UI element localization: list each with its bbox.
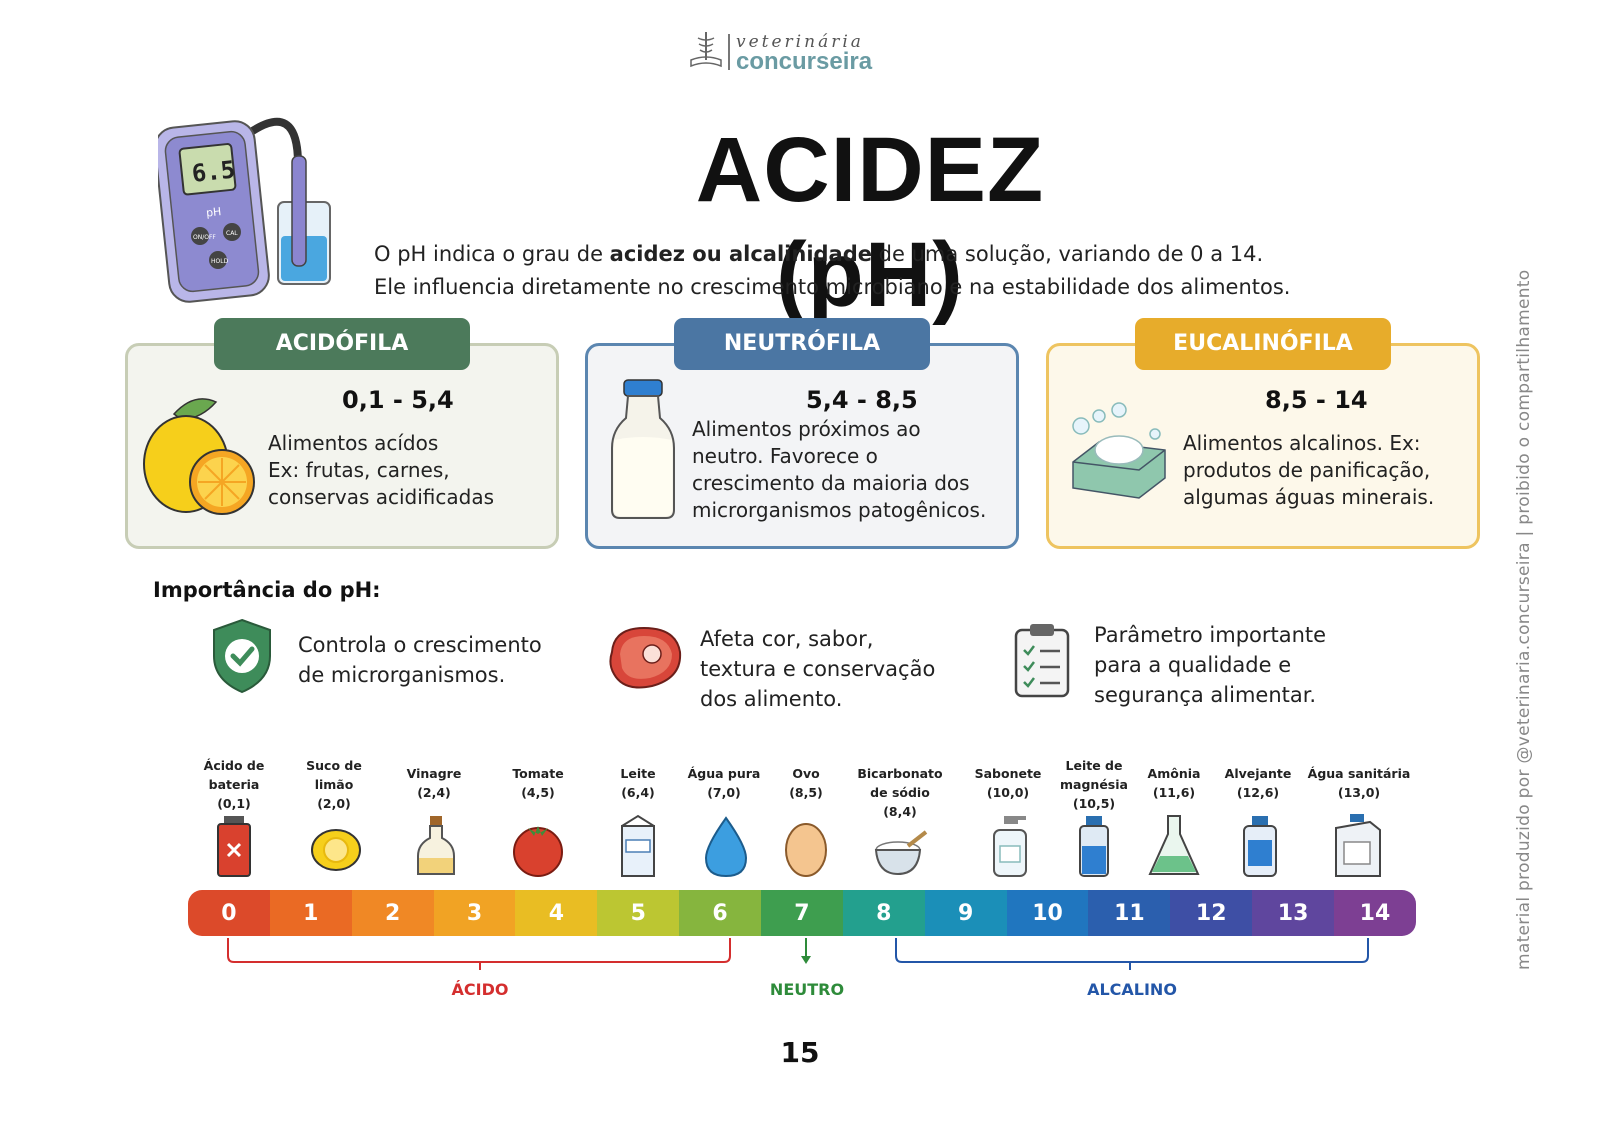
sanitary-water-jug-icon <box>1335 814 1381 877</box>
card-eucalinofila: EUCALINÓFILA 8,5 - 14 Alimentos alcalino… <box>1046 318 1480 549</box>
card-neutrofila: NEUTRÓFILA 5,4 - 8,5 Alimentos próximos … <box>585 318 1019 549</box>
intro-line1a: O pH indica o grau de <box>374 242 610 266</box>
ph-scale-bar: 0 1 2 3 4 5 6 7 8 9 10 11 12 13 14 <box>188 890 1416 936</box>
scale-item-tomato: Tomate (4,5) <box>512 766 564 800</box>
battery-icon <box>217 816 251 877</box>
neutral-label: NEUTRO <box>769 980 845 999</box>
card-description: Alimentos acídos Ex: frutas, carnes, con… <box>268 431 495 509</box>
ph-segment-5: 5 <box>597 890 680 936</box>
scale-item-milk-of-magnesia: Leite de magnésia (10,5) <box>1060 758 1128 811</box>
page-title: ACIDEZ (pH) <box>695 119 1045 326</box>
svg-text:CAL: CAL <box>226 230 238 237</box>
ph-segment-11: 11 <box>1088 890 1171 936</box>
ph-segment-8: 8 <box>842 890 925 936</box>
vinegar-bottle-icon <box>417 816 455 875</box>
card-description: Alimentos alcalinos. Ex: produtos de pan… <box>1183 431 1435 509</box>
brand-logo: veterinária concurseira <box>688 26 918 76</box>
meter-display: 6.5 <box>190 155 236 187</box>
importance-item-1: Controla o crescimento de microrganismos… <box>298 633 542 687</box>
importance-title: Importância do pH: <box>153 578 381 602</box>
water-drop-icon <box>704 816 748 878</box>
card-tag: ACIDÓFILA <box>214 318 470 370</box>
ph-segment-4: 4 <box>515 890 598 936</box>
baking-soda-bowl-icon <box>874 830 928 876</box>
card-range: 5,4 - 8,5 <box>806 386 918 414</box>
ph-segment-1: 1 <box>269 890 352 936</box>
scale-item-baking-soda: Bicarbonato de sódio (8,4) <box>857 766 943 819</box>
scale-item-soap: Sabonete (10,0) <box>974 766 1042 800</box>
logo-line1: veterinária <box>736 32 864 52</box>
importance-item-3: Parâmetro importante para a qualidade e … <box>1094 623 1327 707</box>
logo-line2: concurseira <box>736 48 873 75</box>
svg-text:ON/OFF: ON/OFF <box>193 234 216 241</box>
milk-carton-icon <box>621 814 655 877</box>
checklist-clipboard-icon <box>1014 624 1070 698</box>
meat-steak-icon <box>609 626 682 689</box>
ph-meter-illustration: 6.5 pH ON/OFF CAL HOLD <box>158 117 331 303</box>
scale-item-sanitary-water: Água sanitária (13,0) <box>1307 766 1411 800</box>
ph-segment-7: 7 <box>761 890 843 936</box>
ph-segment-0: 0 <box>188 890 270 936</box>
soap-icon <box>1072 402 1166 499</box>
soap-dispenser-icon <box>993 816 1027 877</box>
intro-line2: Ele influencia diretamente no cresciment… <box>374 275 1291 299</box>
egg-icon <box>785 823 827 877</box>
milk-bottle-icon <box>611 379 675 519</box>
caduceus-book-icon <box>690 32 722 68</box>
scale-item-battery-acid: Ácido de bateria (0,1) <box>203 758 265 811</box>
ph-segment-6: 6 <box>679 890 762 936</box>
copyright-notice: material produzido por @veterinaria.conc… <box>1514 269 1534 970</box>
card-tag: NEUTRÓFILA <box>674 318 930 370</box>
ph-segment-9: 9 <box>924 890 1007 936</box>
scale-item-bleach: Alvejante (12,6) <box>1224 766 1292 800</box>
scale-item-vinegar: Vinagre (2,4) <box>406 766 462 800</box>
logo-divider <box>728 34 730 70</box>
card-range: 8,5 - 14 <box>1265 386 1368 414</box>
tomato-icon <box>513 826 563 877</box>
ph-segment-14: 14 <box>1334 890 1416 936</box>
ph-segment-2: 2 <box>351 890 434 936</box>
ph-segment-13: 13 <box>1252 890 1335 936</box>
card-acidofila: ACIDÓFILA 0,1 - 5,4 Alimentos acídos Ex:… <box>125 318 559 549</box>
shield-check-icon <box>213 618 271 694</box>
card-description: Alimentos próximos ao neutro. Favorece o… <box>692 417 987 522</box>
intro-highlight: acidez ou alcalinidade <box>609 242 872 266</box>
bleach-bottle-icon <box>1243 816 1277 877</box>
magnesia-bottle-icon <box>1079 816 1109 877</box>
svg-text:HOLD: HOLD <box>211 258 229 265</box>
importance-item-2: Afeta cor, sabor, textura e conservação … <box>700 627 936 711</box>
scale-item-pure-water: Água pura (7,0) <box>687 766 761 800</box>
lemon-slice-icon <box>311 829 361 871</box>
scale-item-milk: Leite (6,4) <box>620 766 656 800</box>
page-number: 15 <box>780 1036 820 1069</box>
scale-item-lemon-juice: Suco de limão (2,0) <box>306 758 362 811</box>
ph-segment-10: 10 <box>1006 890 1089 936</box>
card-range: 0,1 - 5,4 <box>342 386 454 414</box>
scale-item-egg: Ovo (8,5) <box>789 766 823 800</box>
svg-text:pH: pH <box>205 205 222 220</box>
scale-item-ammonia: Amônia (11,6) <box>1147 766 1201 800</box>
lemon-icon <box>143 398 255 515</box>
card-tag: EUCALINÓFILA <box>1135 318 1391 370</box>
intro-text: O pH indica o grau de acidez ou alcalini… <box>374 238 1394 304</box>
ph-segment-3: 3 <box>433 890 516 936</box>
acid-label: ÁCIDO <box>451 980 509 999</box>
alkaline-label: ALCALINO <box>1087 980 1177 999</box>
scale-brackets <box>227 938 1369 970</box>
flask-icon <box>1148 815 1200 875</box>
intro-line1c: de uma solução, variando de 0 a 14. <box>872 242 1264 266</box>
ph-segment-12: 12 <box>1170 890 1253 936</box>
